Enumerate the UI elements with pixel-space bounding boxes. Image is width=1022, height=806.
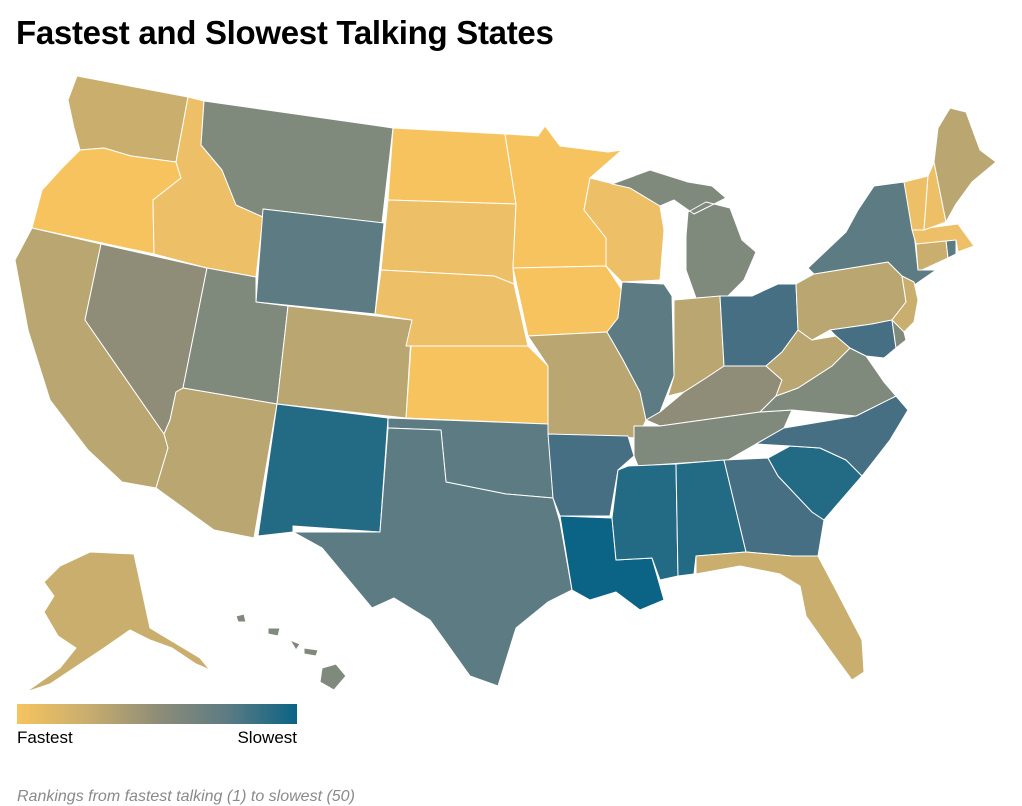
rankings-note: Rankings from fastest talking (1) to slo… <box>17 788 355 805</box>
map-title: Fastest and Slowest Talking States <box>16 14 554 51</box>
state-colorado[interactable] <box>276 305 413 419</box>
legend-slowest-label: Slowest <box>237 728 297 747</box>
state-iowa[interactable] <box>512 265 623 337</box>
state-maine[interactable] <box>933 107 997 223</box>
state-connecticut[interactable] <box>915 239 949 271</box>
state-maryland[interactable] <box>829 319 897 359</box>
state-kansas[interactable] <box>405 345 549 425</box>
state-arkansas[interactable] <box>547 433 635 517</box>
state-texas[interactable] <box>292 427 573 687</box>
state-rhode-island[interactable] <box>945 239 957 259</box>
state-michigan[interactable] <box>611 169 757 299</box>
state-massachusetts[interactable] <box>911 223 975 253</box>
state-alaska[interactable] <box>25 551 211 693</box>
state-arizona[interactable] <box>155 387 278 539</box>
state-wyoming[interactable] <box>255 208 385 315</box>
state-florida[interactable] <box>695 551 865 681</box>
state-hawaii[interactable] <box>235 613 347 691</box>
state-new-mexico[interactable] <box>257 403 389 537</box>
state-new-jersey[interactable] <box>891 275 919 333</box>
legend-color-scale <box>17 704 297 724</box>
legend-fastest-label: Fastest <box>17 728 73 747</box>
state-north-dakota[interactable] <box>387 127 517 205</box>
